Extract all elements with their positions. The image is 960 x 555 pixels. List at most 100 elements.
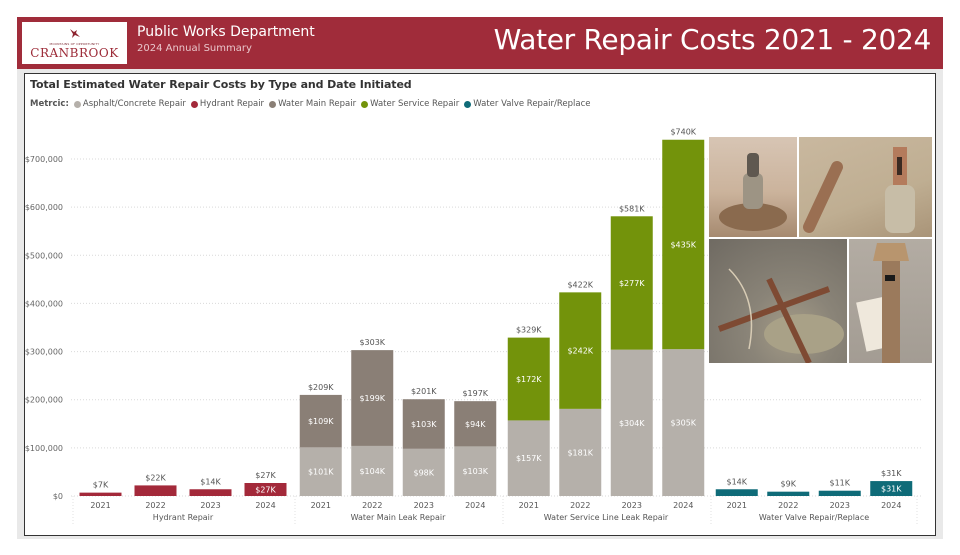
bar-segment [507,337,550,421]
bar-segment [559,408,602,496]
legend-item-label: Asphalt/Concrete Repair [82,99,186,109]
legend-dot-icon [464,100,472,108]
legend-dot-icon [73,100,81,108]
x-tick-label: 2023 [414,501,434,510]
segment-value-label: $103K [462,467,488,476]
department-title: Public Works Department [137,24,315,40]
legend-dot-icon [361,100,369,108]
logo-tagline: MOUNTAINS OF OPPORTUNITY [49,42,100,46]
stacked-bar-chart: $0 $100,000 $200,000 $300,000 $400,000 $500,0… [25,128,921,526]
corroded-fitting-image-icon [719,153,787,231]
segment-value-label: $277K [619,279,645,288]
logo-name: CRANBROOK [30,46,119,60]
bar-total-label: $14K [726,477,747,486]
y-tick-label: $200,000 [25,396,63,405]
x-tick-label: 2021 [519,501,539,510]
segment-value-label: $435K [670,240,696,249]
segment-value-label: $103K [411,420,437,429]
bar-total-label: $27K [255,471,276,480]
group-label: Hydrant Repair [153,513,214,522]
y-tick-label: $0 [53,492,63,501]
bar-segment [715,489,758,496]
legend-item-label: Water Service Repair [370,99,460,109]
x-tick-label: 2023 [830,501,850,510]
legend-item-water-service[interactable]: Water Service Repair [361,99,459,109]
legend-dot-icon [190,100,198,108]
bar-segment [79,492,122,496]
y-tick-label: $300,000 [25,348,63,357]
bar-segment [610,216,653,350]
segment-value-label: $109K [308,417,334,426]
x-tick-label: 2021 [311,501,331,510]
x-tick-label: 2021 [727,501,747,510]
bar-total-label: $329K [516,326,542,335]
legend-item-water-main[interactable]: Water Main Repair [269,99,356,109]
group-label: Water Main Leak Repair [351,513,446,522]
legend-label: Metrcic: [30,99,69,109]
corroded-fitting-photo [709,137,797,237]
corroded-pipe-photo [799,137,932,237]
segment-value-label: $27K [255,486,276,495]
bar-total-label: $303K [359,338,385,347]
chart-legend: Metrcic: Asphalt/Concrete Repair Hydrant… [30,99,596,109]
bar-total-label: $22K [145,473,166,482]
bar-total-label: $197K [462,389,488,398]
perforated-pipe-photo [849,239,932,363]
bar-segment [818,490,861,496]
bar-total-label: $209K [308,383,334,392]
bar-total-label: $11K [829,479,850,488]
segment-value-label: $98K [413,468,434,477]
bar-segment [454,446,497,496]
bar-total-label: $422K [567,280,593,289]
x-tick-label: 2022 [362,501,382,510]
legend-item-asphalt[interactable]: Asphalt/Concrete Repair [73,99,186,109]
segment-value-label: $304K [619,419,645,428]
y-tick-label: $700,000 [25,155,63,164]
segment-value-label: $181K [567,448,593,457]
cranbrook-logo: MOUNTAINS OF OPPORTUNITY CRANBROOK [22,22,127,64]
legend-item-water-valve[interactable]: Water Valve Repair/Replace [464,99,591,109]
bar-total-label: $7K [93,481,109,490]
rusted-pipes-in-ground-photo [709,239,847,363]
x-tick-label: 2024 [881,501,901,510]
bar-segment [402,399,445,449]
bar-segment [134,485,177,496]
bar-segment [244,483,287,496]
legend-dot-icon [269,100,277,108]
segment-value-label: $94K [465,420,486,429]
bar-total-label: $9K [781,480,797,489]
bar-segment [507,420,550,496]
segment-value-label: $199K [359,394,385,403]
y-tick-label: $500,000 [25,251,63,260]
legend-item-label: Hydrant Repair [199,99,265,109]
legend-item-hydrant[interactable]: Hydrant Repair [190,99,265,109]
chart-card: Total Estimated Water Repair Costs by Ty… [24,73,936,536]
bar-segment [189,489,232,496]
corroded-pipe-image-icon [803,147,915,233]
bar-segment [662,349,705,496]
perforated-pipe-image-icon [856,243,909,363]
legend-item-label: Water Valve Repair/Replace [473,99,591,109]
photo-collage [709,137,932,363]
rusted-pipes-image-icon [717,268,844,363]
x-tick-label: 2022 [570,501,590,510]
segment-value-label: $101K [308,468,334,477]
report-header: MOUNTAINS OF OPPORTUNITY CRANBROOK Publi… [17,17,943,69]
bar-total-label: $740K [670,128,696,137]
bar-segment [299,447,342,496]
bar-segment [610,349,653,496]
x-tick-label: 2021 [90,501,110,510]
bar-segment [559,292,602,409]
bar-total-label: $201K [411,387,437,396]
segment-value-label: $242K [567,347,593,356]
x-tick-label: 2022 [778,501,798,510]
group-label: Water Service Line Leak Repair [544,513,669,522]
segment-value-label: $104K [359,467,385,476]
y-tick-label: $400,000 [25,299,63,308]
page-title: Water Repair Costs 2021 - 2024 [493,23,932,56]
x-tick-label: 2022 [145,501,165,510]
bar-total-label: $14K [200,477,221,486]
group-label: Water Valve Repair/Replace [759,513,869,522]
segment-value-label: $31K [881,485,902,494]
bar-segment [454,401,497,447]
